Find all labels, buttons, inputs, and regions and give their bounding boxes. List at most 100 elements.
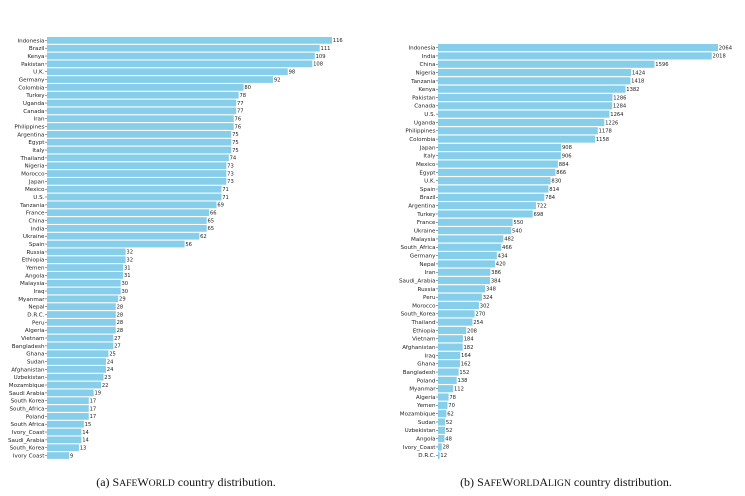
value-label-ghana-40: 25: [109, 352, 116, 358]
value-label-morocco-17: 73: [227, 171, 234, 177]
category-label-colombia-6: Colombia: [18, 85, 44, 91]
bar-russia-29: [438, 285, 486, 293]
category-label-saudi-arabia-51: Saudi_Arabia: [8, 438, 45, 444]
value-label-uganda-8: 77: [237, 101, 244, 107]
bar-uganda-9: [438, 118, 605, 127]
value-label-philippines-11: 76: [235, 124, 242, 130]
category-label-thailand-33: Thailand: [410, 320, 435, 326]
category-label-nigeria-16: Nigeria: [24, 164, 44, 170]
category-label-brazil-18: Brazil: [420, 195, 436, 201]
bar-france-21: [438, 218, 513, 226]
value-label-afghanistan-36: 182: [463, 345, 473, 351]
bar-kenya-2: [47, 52, 315, 60]
value-label-argentina-19: 722: [537, 203, 547, 209]
value-label-germany-5: 92: [274, 77, 281, 83]
bar-d-r-c-49: [438, 451, 440, 459]
category-label-mexico-19: Mexico: [25, 187, 45, 193]
value-label-ukraine-25: 62: [200, 234, 207, 240]
bar-philippines-10: [438, 127, 598, 135]
bar-colombia-11: [438, 135, 596, 143]
bar-angola-30: [47, 272, 124, 279]
value-label-colombia-11: 1158: [596, 137, 609, 143]
category-label-poland-40: Poland: [417, 378, 436, 384]
category-label-germany-5: Germany: [19, 77, 45, 83]
value-label-vietnam-35: 184: [464, 337, 475, 343]
value-label-saudi-arabia-28: 384: [491, 278, 502, 284]
value-label-tanzania-21: 69: [217, 203, 224, 209]
category-label-d-r-c-35: D.R.C.: [27, 312, 44, 318]
value-label-bangladesh-39: 27: [114, 344, 121, 350]
value-label-spain-26: 56: [185, 242, 192, 248]
value-label-sudan-45: 52: [446, 420, 453, 426]
category-label-peru-36: Peru: [32, 320, 45, 326]
category-label-france-22: France: [26, 211, 45, 217]
bar-sudan-45: [438, 418, 446, 426]
value-label-yemen-29: 31: [124, 265, 131, 271]
category-label-afghanistan-36: Afghanistan: [402, 345, 436, 351]
bar-canada-7: [438, 102, 613, 110]
category-label-vietnam-38: Vietnam: [21, 336, 44, 342]
value-label-nepal-26: 420: [496, 262, 506, 268]
bar-south-korea-52: [47, 444, 79, 452]
category-label-russia-29: Russia: [418, 287, 436, 293]
category-label-iran-27: Iran: [425, 270, 436, 276]
bar-south-africa-47: [47, 405, 89, 412]
category-label-sudan-41: Sudan: [27, 359, 45, 365]
bar-ghana-40: [47, 350, 109, 358]
bar-u-s-8: [438, 110, 610, 118]
value-label-u-k-16: 830: [551, 179, 561, 185]
bar-tanzania-21: [47, 201, 217, 209]
bar-saudi-arabia-28: [438, 276, 491, 285]
value-label-yemen-43: 70: [448, 403, 455, 409]
category-label-indonesia-0: Indonesia: [408, 45, 435, 51]
bar-myanmar-41: [438, 385, 454, 393]
value-label-afghanistan-42: 24: [107, 367, 114, 373]
category-label-ghana-38: Ghana: [417, 362, 435, 368]
value-label-egypt-15: 866: [556, 170, 566, 176]
value-label-italy-13: 906: [562, 154, 572, 160]
bar-colombia-6: [47, 84, 244, 91]
bar-indonesia-0: [438, 44, 718, 52]
value-label-angola-30: 31: [124, 273, 131, 279]
bar-indonesia-0: [47, 37, 332, 44]
category-label-south-korea-32: South_Korea: [401, 312, 436, 318]
category-label-malaysia-23: Malaysia: [411, 237, 435, 243]
value-label-saudi-arabia-51: 14: [82, 438, 89, 444]
value-label-thailand-15: 74: [230, 156, 237, 162]
category-label-mozambique-44: Mozambique: [9, 383, 45, 389]
category-label-u-s-8: U.S.: [424, 112, 435, 118]
category-label-philippines-11: Philippines: [14, 124, 44, 130]
category-label-pakistan-3: Pakistan: [21, 62, 45, 68]
category-label-iraq-37: Iraq: [425, 353, 436, 359]
bar-france-22: [47, 209, 210, 217]
bar-algeria-42: [438, 393, 449, 401]
value-label-nepal-34: 28: [117, 305, 124, 311]
category-label-argentina-12: Argentina: [17, 132, 44, 138]
category-label-russia-27: Russia: [27, 250, 45, 256]
category-label-afghanistan-42: Afghanistan: [11, 367, 45, 373]
value-label-china-23: 65: [208, 218, 215, 224]
bar-mexico-19: [47, 185, 222, 193]
bar-brazil-1: [47, 44, 320, 52]
value-label-d-r-c-49: 12: [440, 453, 447, 459]
category-label-argentina-19: Argentina: [408, 204, 435, 210]
value-label-uzbekistan-46: 52: [446, 428, 453, 434]
bar-yemen-43: [438, 401, 448, 409]
bar-malaysia-31: [47, 279, 121, 287]
bar-thailand-15: [47, 154, 229, 162]
bar-brazil-18: [438, 193, 545, 201]
bar-ethiopia-34: [438, 326, 467, 335]
value-label-thailand-33: 254: [473, 320, 484, 326]
category-label-brazil-1: Brazil: [29, 46, 45, 52]
value-label-tanzania-4: 1418: [631, 79, 644, 85]
category-label-egypt-13: Egypt: [28, 140, 45, 146]
value-label-ivory-coast-53: 9: [70, 453, 73, 459]
category-label-nepal-34: Nepal: [28, 305, 45, 311]
bar-japan-18: [47, 178, 227, 185]
category-label-thailand-15: Thailand: [19, 156, 44, 162]
bar-peru-30: [438, 293, 482, 301]
chart-b: Indonesia 2064 India 2018 China 1596 Nigeria 14…: [399, 44, 733, 459]
category-label-morocco-17: Morocco: [21, 171, 45, 177]
bar-u-s-20: [47, 193, 222, 201]
value-label-spain-17: 814: [549, 187, 560, 193]
